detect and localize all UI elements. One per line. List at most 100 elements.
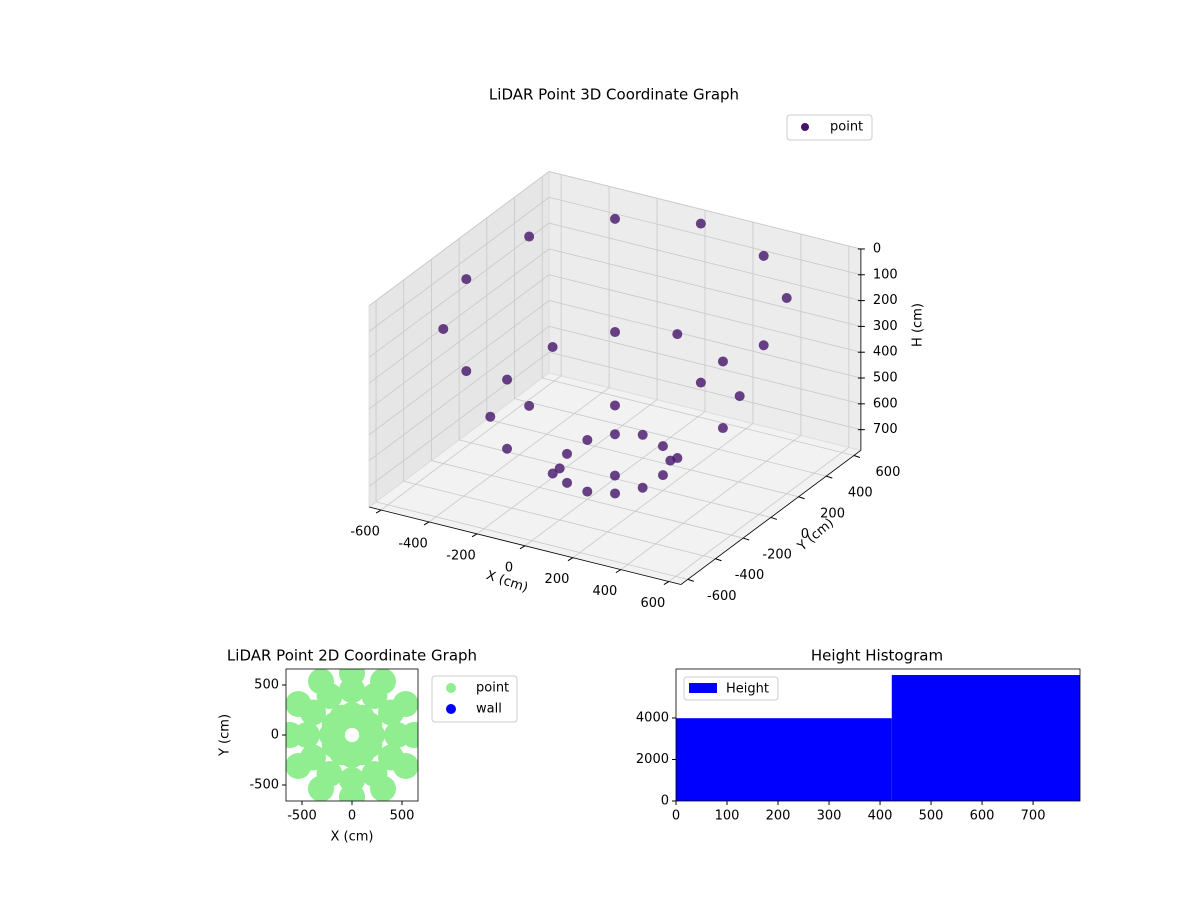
- x-tick-label: -400: [398, 536, 428, 551]
- point: [554, 463, 565, 474]
- point: [610, 488, 621, 499]
- point: [582, 486, 593, 497]
- chart-title: Height Histogram: [811, 647, 943, 665]
- legend-box: [786, 114, 873, 141]
- point: [637, 482, 648, 493]
- x-tick-label: 0: [348, 809, 356, 824]
- grid-line: [375, 501, 688, 580]
- grid-line: [368, 274, 550, 410]
- point: [734, 391, 745, 402]
- bar: [676, 718, 892, 801]
- x-tick-label: 400: [593, 584, 618, 599]
- point: [637, 429, 648, 440]
- legend-marker: [801, 123, 809, 131]
- point: [361, 683, 388, 709]
- chart-title: LiDAR Point 3D Coordinate Graph: [489, 86, 739, 104]
- tick-mark: [615, 569, 622, 574]
- tick-mark: [770, 516, 778, 520]
- y-tick-label: -600: [707, 589, 737, 604]
- tick-mark: [375, 509, 382, 514]
- tick-mark: [798, 496, 805, 500]
- x-tick-label: 300: [817, 809, 842, 824]
- grid-line: [549, 222, 861, 301]
- z-axis-label: H (cm): [911, 303, 926, 347]
- axis-line: [680, 449, 862, 585]
- point: [547, 342, 558, 353]
- grid-line: [514, 398, 827, 477]
- grid-line: [403, 480, 716, 560]
- x-tick-label: 100: [715, 809, 740, 824]
- x-axis-label: X (cm): [331, 830, 374, 845]
- point: [547, 468, 558, 479]
- point: [502, 443, 513, 454]
- x-tick-label: -500: [287, 809, 317, 824]
- grid-line: [368, 300, 550, 436]
- tick-mark: [853, 454, 861, 458]
- point: [384, 722, 410, 748]
- x-tick-label: 0: [505, 560, 513, 575]
- point: [609, 470, 620, 481]
- point: [717, 356, 728, 367]
- x-tick-label: 600: [640, 596, 665, 611]
- grid-line: [368, 222, 550, 358]
- point: [485, 411, 496, 422]
- point: [562, 477, 573, 488]
- point: [657, 470, 668, 481]
- x-tick-label: 600: [970, 809, 995, 824]
- y-tick-label: -400: [735, 568, 765, 583]
- y-tick-label: 500: [254, 678, 279, 693]
- grid-line: [549, 325, 861, 405]
- grid-line: [368, 196, 550, 332]
- tick-mark: [471, 533, 478, 538]
- legend-label: point: [830, 120, 863, 135]
- x-tick-label: 700: [1021, 809, 1046, 824]
- legend-marker: [446, 683, 456, 693]
- grid-line: [549, 248, 861, 327]
- z-tick-label: 300: [873, 319, 898, 334]
- grid-line: [368, 326, 550, 461]
- z-tick-label: 200: [873, 293, 898, 308]
- point: [294, 722, 320, 748]
- point: [781, 292, 792, 303]
- point: [562, 448, 573, 459]
- y-tick-label: 600: [876, 465, 901, 480]
- axis-line: [369, 506, 681, 585]
- y-tick-label: 0: [801, 527, 809, 542]
- chart-title: LiDAR Point 2D Coordinate Graph: [227, 647, 477, 665]
- point: [695, 218, 706, 229]
- legend-marker: [446, 704, 456, 714]
- grid-line: [549, 351, 861, 431]
- grid-line: [368, 351, 550, 487]
- z-tick-label: 0: [873, 241, 881, 256]
- point: [582, 434, 593, 445]
- x-tick-label: 500: [390, 809, 415, 824]
- y-tick-label: 2000: [636, 752, 669, 767]
- y-tick-label: 4000: [636, 710, 669, 725]
- tick-mark: [567, 557, 574, 562]
- legend-label: Height: [726, 682, 769, 697]
- y-tick-label: 400: [848, 486, 873, 501]
- x-tick-label: 400: [868, 809, 893, 824]
- legend-box: [683, 676, 779, 701]
- plot-frame: [675, 668, 1081, 802]
- point: [316, 683, 343, 709]
- y-tick-label: -500: [249, 778, 279, 793]
- grid-line: [549, 196, 861, 276]
- point: [758, 250, 769, 261]
- point: [758, 340, 769, 351]
- grid-line: [549, 171, 861, 250]
- point: [609, 429, 620, 440]
- point: [378, 744, 404, 771]
- x-tick-label: 0: [672, 809, 680, 824]
- z-tick-label: 600: [873, 396, 898, 411]
- point: [356, 732, 383, 758]
- z-tick-label: 700: [873, 422, 898, 437]
- y-tick-label: 200: [820, 506, 845, 521]
- point: [339, 677, 365, 703]
- point: [361, 761, 388, 787]
- tick-mark: [826, 475, 833, 479]
- point: [461, 366, 472, 377]
- bar: [891, 675, 1080, 801]
- y-tick-label: 0: [661, 794, 669, 809]
